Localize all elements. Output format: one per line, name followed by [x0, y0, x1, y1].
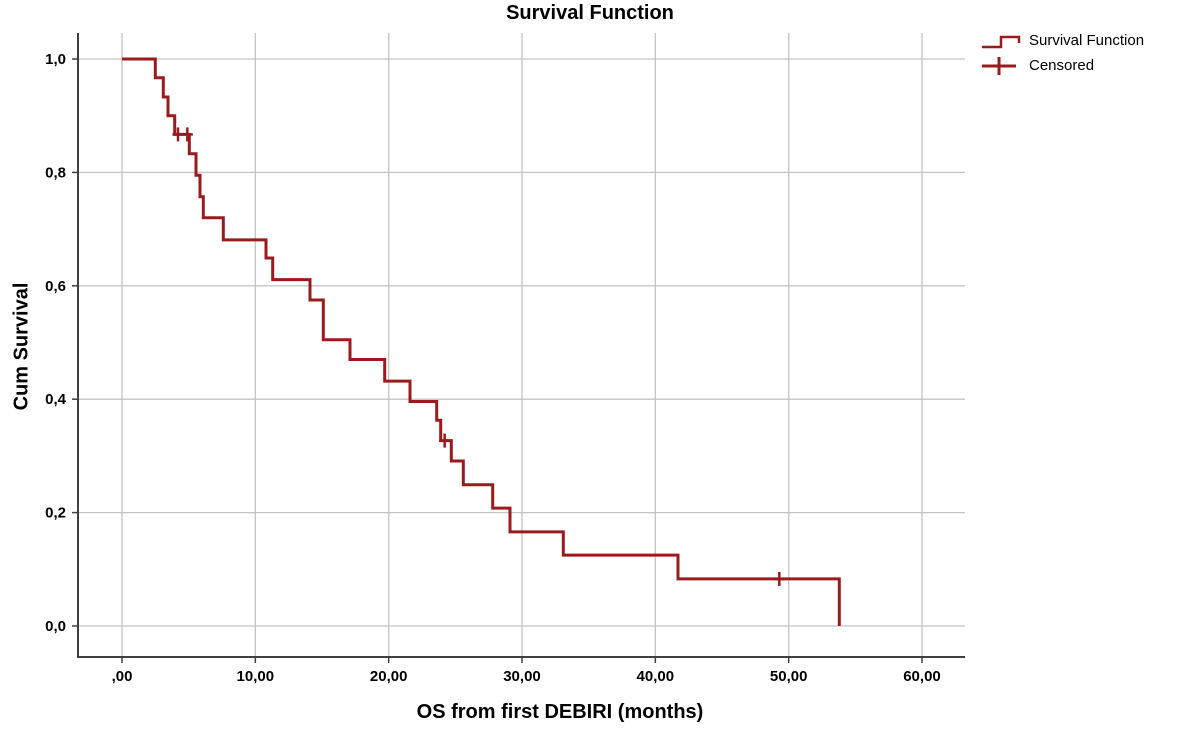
x-tick-label: 40,00 [637, 668, 675, 685]
legend-item-survival: Survival Function [980, 28, 1144, 53]
x-tick-label: 10,00 [237, 668, 275, 685]
y-tick-label: 0,0 [45, 618, 66, 635]
legend-label-survival: Survival Function [1029, 32, 1145, 49]
y-tick-label: 0,2 [45, 505, 66, 522]
y-tick-label: 0,6 [45, 278, 66, 295]
x-tick-label: 30,00 [503, 668, 541, 685]
y-axis-title: Cum Survival [10, 282, 33, 411]
legend-item-censored: Censored [980, 53, 1144, 78]
tick-marks [72, 58, 923, 663]
survival-curve [122, 57, 841, 626]
chart-title: Survival Function [506, 2, 674, 24]
axes [77, 33, 965, 658]
x-tick-label: 50,00 [770, 668, 808, 685]
censored-marks [172, 127, 785, 586]
censored-plus-icon [982, 56, 1016, 75]
x-axis-title: OS from first DEBIRI (months) [416, 701, 704, 723]
y-tick-labels: 0,0 0,2 0,4 0,6 0,8 1,0 [45, 51, 67, 635]
x-tick-labels: ,00 10,00 20,00 30,00 40,00 50,00 60,00 [112, 668, 941, 685]
x-tick-label: 20,00 [370, 668, 408, 685]
x-tick-label: ,00 [112, 668, 133, 685]
x-tick-label: 60,00 [903, 668, 941, 685]
legend: Survival Function Censored [980, 28, 1144, 78]
step-line-icon [982, 35, 1021, 48]
legend-label-censored: Censored [1029, 57, 1095, 74]
gridlines [78, 33, 965, 657]
y-tick-label: 1,0 [45, 51, 66, 68]
y-tick-label: 0,4 [45, 391, 67, 408]
y-tick-label: 0,8 [45, 164, 66, 181]
